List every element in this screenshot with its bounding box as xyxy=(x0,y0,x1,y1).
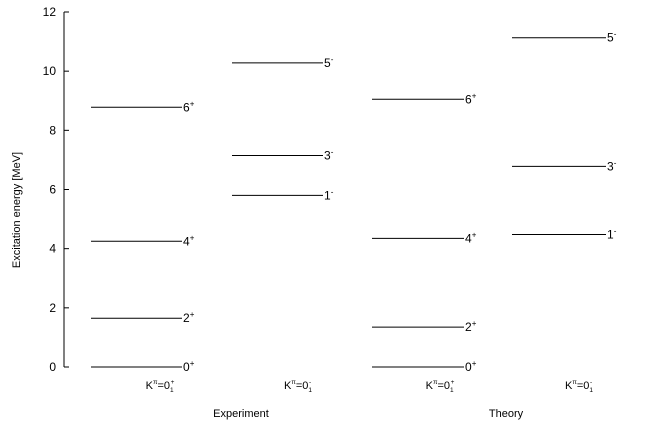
level-spin-label: 6+ xyxy=(183,99,195,114)
band-labels: Kπ=01+ Kπ=01- Kπ=01+ Kπ=01- xyxy=(146,379,594,394)
level-spin-label: 4+ xyxy=(183,233,195,248)
y-tick-label: 10 xyxy=(43,64,57,78)
y-tick-label: 4 xyxy=(49,242,56,256)
level-spin-label: 5- xyxy=(607,30,617,45)
group-label: Experiment xyxy=(213,408,269,420)
group-label: Theory xyxy=(489,408,524,420)
y-axis-title: Excitation energy [MeV] xyxy=(11,152,23,268)
level-spin-label: 2+ xyxy=(465,319,477,334)
level-spin-label: 2+ xyxy=(183,310,195,325)
level-spin-label: 3- xyxy=(607,158,617,173)
y-tick-label: 2 xyxy=(49,301,56,315)
level-spin-label: 0+ xyxy=(465,359,477,374)
band-label: Kπ=01- xyxy=(284,379,312,394)
level-spin-label: 6+ xyxy=(465,91,477,106)
band-label: Kπ=01+ xyxy=(146,379,175,394)
y-tick-label: 6 xyxy=(49,183,56,197)
group-labels: Experiment Theory xyxy=(213,408,523,420)
band-label: Kπ=01+ xyxy=(426,379,455,394)
level-spin-label: 1- xyxy=(607,226,617,241)
level-spin-label: 3- xyxy=(324,147,334,162)
y-axis: 0 2 4 6 8 10 12 xyxy=(43,5,69,374)
y-tick-label: 12 xyxy=(43,5,57,19)
y-tick-label: 8 xyxy=(49,123,56,137)
level-spin-label: 4+ xyxy=(465,230,477,245)
level-spin-label: 0+ xyxy=(183,359,195,374)
energy-levels: 0+ 2+ 4+ 6+ 1- 3- 5- 0+ 2+ 4+ 6+ 1- 3- 5- xyxy=(91,30,617,374)
level-spin-label: 1- xyxy=(324,187,334,202)
level-spin-label: 5- xyxy=(324,55,334,70)
band-label: Kπ=01- xyxy=(565,379,593,394)
y-tick-label: 0 xyxy=(49,360,56,374)
